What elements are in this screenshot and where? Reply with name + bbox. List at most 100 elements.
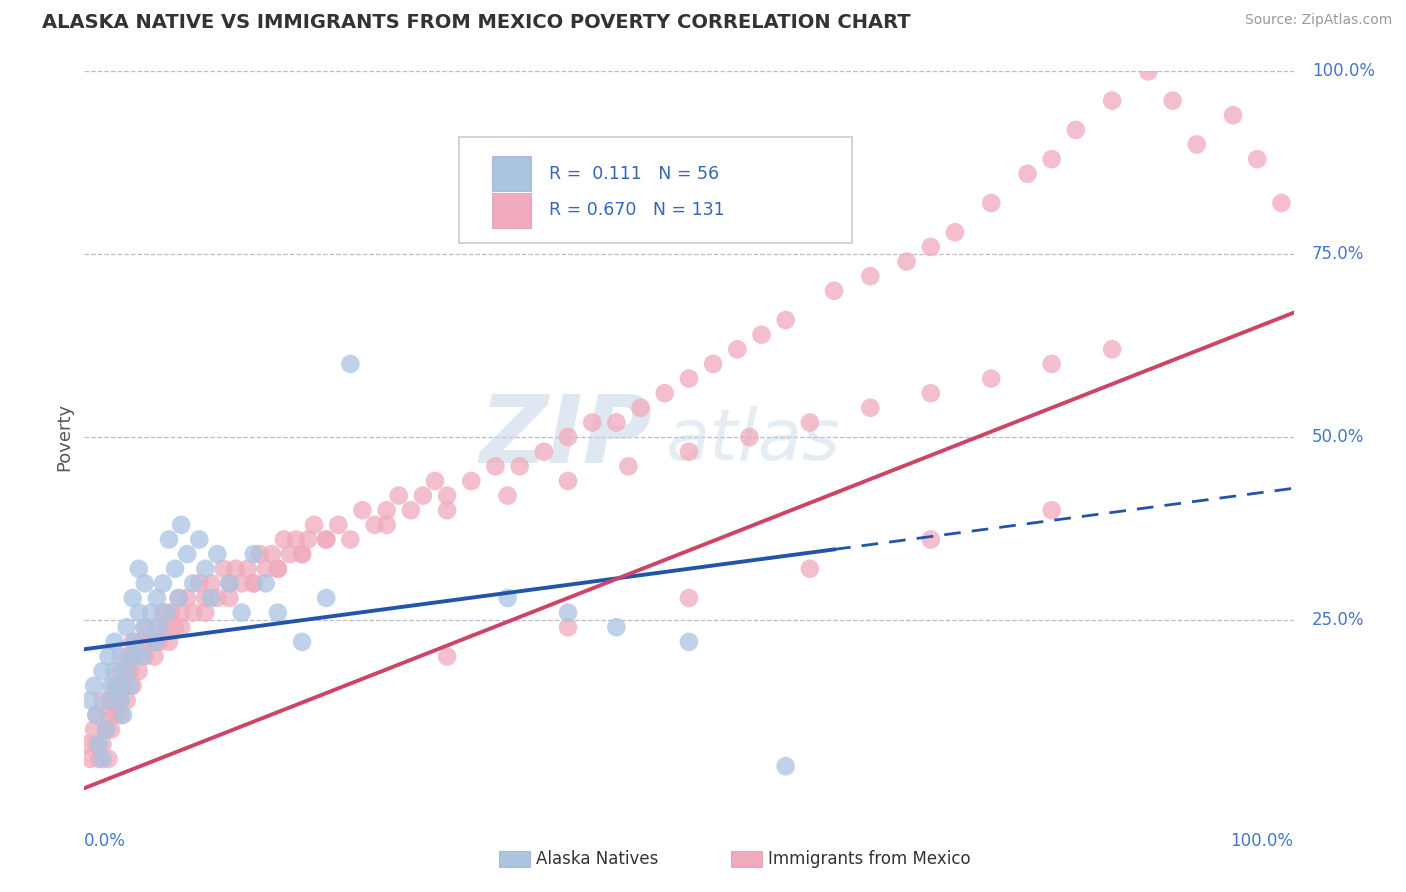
- Text: R =  0.111   N = 56: R = 0.111 N = 56: [548, 165, 718, 183]
- Point: [302, 517, 325, 532]
- Point: [110, 649, 132, 664]
- Point: [115, 649, 138, 664]
- Point: [328, 517, 350, 532]
- Point: [678, 591, 700, 605]
- Point: [557, 606, 579, 620]
- Point: [557, 474, 579, 488]
- Point: [131, 635, 153, 649]
- Point: [436, 503, 458, 517]
- Point: [1161, 94, 1184, 108]
- Point: [97, 752, 120, 766]
- Y-axis label: Poverty: Poverty: [55, 403, 73, 471]
- Point: [134, 620, 156, 634]
- Point: [267, 606, 290, 620]
- Point: [139, 635, 162, 649]
- Point: [194, 606, 217, 620]
- Point: [97, 708, 120, 723]
- Point: [86, 708, 108, 723]
- Point: [896, 254, 918, 268]
- Point: [436, 649, 458, 664]
- Point: [157, 635, 180, 649]
- Point: [1137, 64, 1160, 78]
- Point: [181, 606, 204, 620]
- Point: [120, 664, 142, 678]
- Point: [100, 679, 122, 693]
- Text: Source: ZipAtlas.com: Source: ZipAtlas.com: [1244, 13, 1392, 28]
- Point: [148, 620, 170, 634]
- Point: [799, 416, 821, 430]
- Point: [1246, 152, 1268, 166]
- Point: [291, 547, 314, 561]
- Point: [107, 679, 129, 693]
- Point: [97, 649, 120, 664]
- Point: [194, 591, 217, 605]
- Point: [157, 533, 180, 547]
- Text: 75.0%: 75.0%: [1312, 245, 1364, 263]
- Point: [678, 371, 700, 385]
- Point: [509, 459, 531, 474]
- Point: [557, 620, 579, 634]
- Point: [110, 708, 132, 723]
- Point: [423, 474, 446, 488]
- Text: 100.0%: 100.0%: [1230, 832, 1294, 850]
- Point: [412, 489, 434, 503]
- Point: [170, 606, 193, 620]
- Text: 25.0%: 25.0%: [1312, 611, 1364, 629]
- Point: [278, 547, 301, 561]
- Point: [654, 386, 676, 401]
- Point: [181, 576, 204, 591]
- Point: [83, 723, 105, 737]
- Point: [1017, 167, 1039, 181]
- Point: [207, 591, 229, 605]
- Point: [115, 664, 138, 678]
- FancyBboxPatch shape: [460, 137, 852, 244]
- Point: [242, 576, 264, 591]
- Point: [152, 576, 174, 591]
- Point: [218, 576, 240, 591]
- Point: [146, 620, 169, 634]
- Point: [200, 591, 222, 605]
- Point: [121, 591, 143, 605]
- Point: [375, 503, 398, 517]
- Point: [94, 723, 117, 737]
- Point: [678, 635, 700, 649]
- Point: [254, 576, 277, 591]
- Point: [1101, 343, 1123, 357]
- Point: [484, 459, 506, 474]
- Point: [260, 547, 283, 561]
- Point: [139, 606, 162, 620]
- Point: [1040, 152, 1063, 166]
- Text: ZIP: ZIP: [479, 391, 652, 483]
- Point: [110, 664, 132, 678]
- Point: [859, 269, 882, 284]
- Point: [120, 679, 142, 693]
- Point: [134, 649, 156, 664]
- Point: [267, 562, 290, 576]
- Point: [980, 371, 1002, 385]
- Point: [799, 562, 821, 576]
- Point: [167, 591, 190, 605]
- Point: [920, 240, 942, 254]
- Point: [339, 533, 361, 547]
- Point: [115, 620, 138, 634]
- Point: [143, 635, 166, 649]
- Point: [1222, 108, 1244, 122]
- Point: [254, 562, 277, 576]
- Point: [143, 649, 166, 664]
- Point: [200, 576, 222, 591]
- Point: [460, 474, 482, 488]
- Point: [943, 225, 966, 239]
- Point: [134, 576, 156, 591]
- Point: [160, 606, 183, 620]
- Point: [104, 664, 127, 678]
- Point: [167, 591, 190, 605]
- Point: [104, 708, 127, 723]
- Point: [128, 664, 150, 678]
- Point: [678, 444, 700, 458]
- Text: 0.0%: 0.0%: [84, 832, 127, 850]
- Point: [1040, 357, 1063, 371]
- Point: [170, 517, 193, 532]
- Point: [124, 635, 146, 649]
- Point: [249, 547, 271, 561]
- Text: 100.0%: 100.0%: [1312, 62, 1375, 80]
